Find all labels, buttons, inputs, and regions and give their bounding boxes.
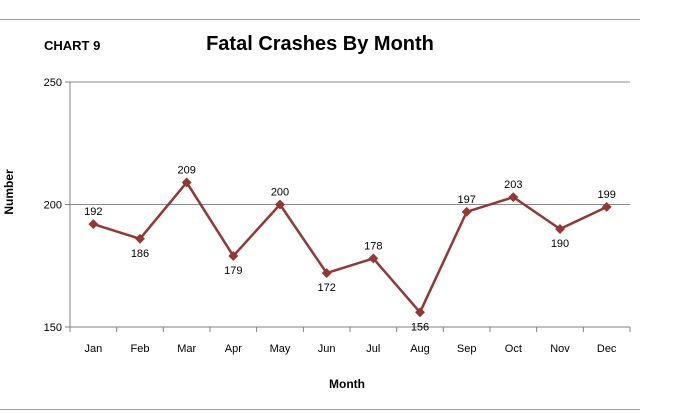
x-tick-label: Mar <box>177 343 196 355</box>
data-point <box>88 219 99 230</box>
data-labels: 192 186 209 179 200 172 178 156 197 203 190 199 <box>84 164 616 333</box>
series-line <box>92 181 608 314</box>
data-label: 209 <box>177 164 195 176</box>
data-point <box>181 177 192 188</box>
data-label: 172 <box>317 282 335 294</box>
series <box>88 177 612 318</box>
data-label: 199 <box>597 189 615 201</box>
x-tick-label: Oct <box>505 343 522 355</box>
bottom-rule <box>0 409 640 410</box>
data-point <box>368 253 379 264</box>
x-tick-label: Dec <box>597 343 617 355</box>
x-tick-label: Jul <box>366 343 380 355</box>
x-tick-label: Jan <box>84 343 102 355</box>
x-tick-label: Sep <box>457 343 477 355</box>
y-tick-label: 150 <box>44 322 62 334</box>
data-point <box>601 202 612 212</box>
data-point <box>415 307 425 318</box>
data-label: 197 <box>457 194 475 206</box>
data-point <box>321 268 332 279</box>
data-point <box>228 251 239 261</box>
top-rule <box>0 19 640 20</box>
chart-number: CHART 9 <box>44 38 101 53</box>
data-label: 200 <box>271 187 289 199</box>
x-tick-label: Jun <box>318 343 336 355</box>
data-label: 178 <box>364 240 382 252</box>
y-tick-labels: 150 200 250 <box>44 77 70 334</box>
data-point <box>461 206 472 217</box>
data-label: 192 <box>84 206 102 218</box>
data-point <box>135 233 145 244</box>
y-tick-label: 200 <box>44 200 62 212</box>
data-label: 203 <box>504 179 522 191</box>
x-tick-label: Apr <box>225 343 242 355</box>
data-label: 186 <box>131 248 149 260</box>
chart-title: Fatal Crashes By Month <box>206 33 434 55</box>
data-label: 190 <box>551 238 569 250</box>
x-tick-label: Nov <box>550 343 570 355</box>
data-point <box>555 224 565 234</box>
data-label: 156 <box>411 321 429 333</box>
gridlines <box>70 81 630 205</box>
x-tick-label: Aug <box>410 343 430 355</box>
x-tick-labels: Jan Feb Mar Apr May Jun Jul Aug Sep Oct Nov Dec <box>69 327 631 355</box>
y-tick-label: 250 <box>44 77 62 89</box>
data-point <box>275 199 285 210</box>
x-tick-label: Feb <box>131 343 150 355</box>
y-axis-title: Number <box>2 169 16 215</box>
x-axis-title: Month <box>329 377 365 391</box>
x-tick-label: May <box>270 343 291 355</box>
data-label: 179 <box>224 265 242 277</box>
